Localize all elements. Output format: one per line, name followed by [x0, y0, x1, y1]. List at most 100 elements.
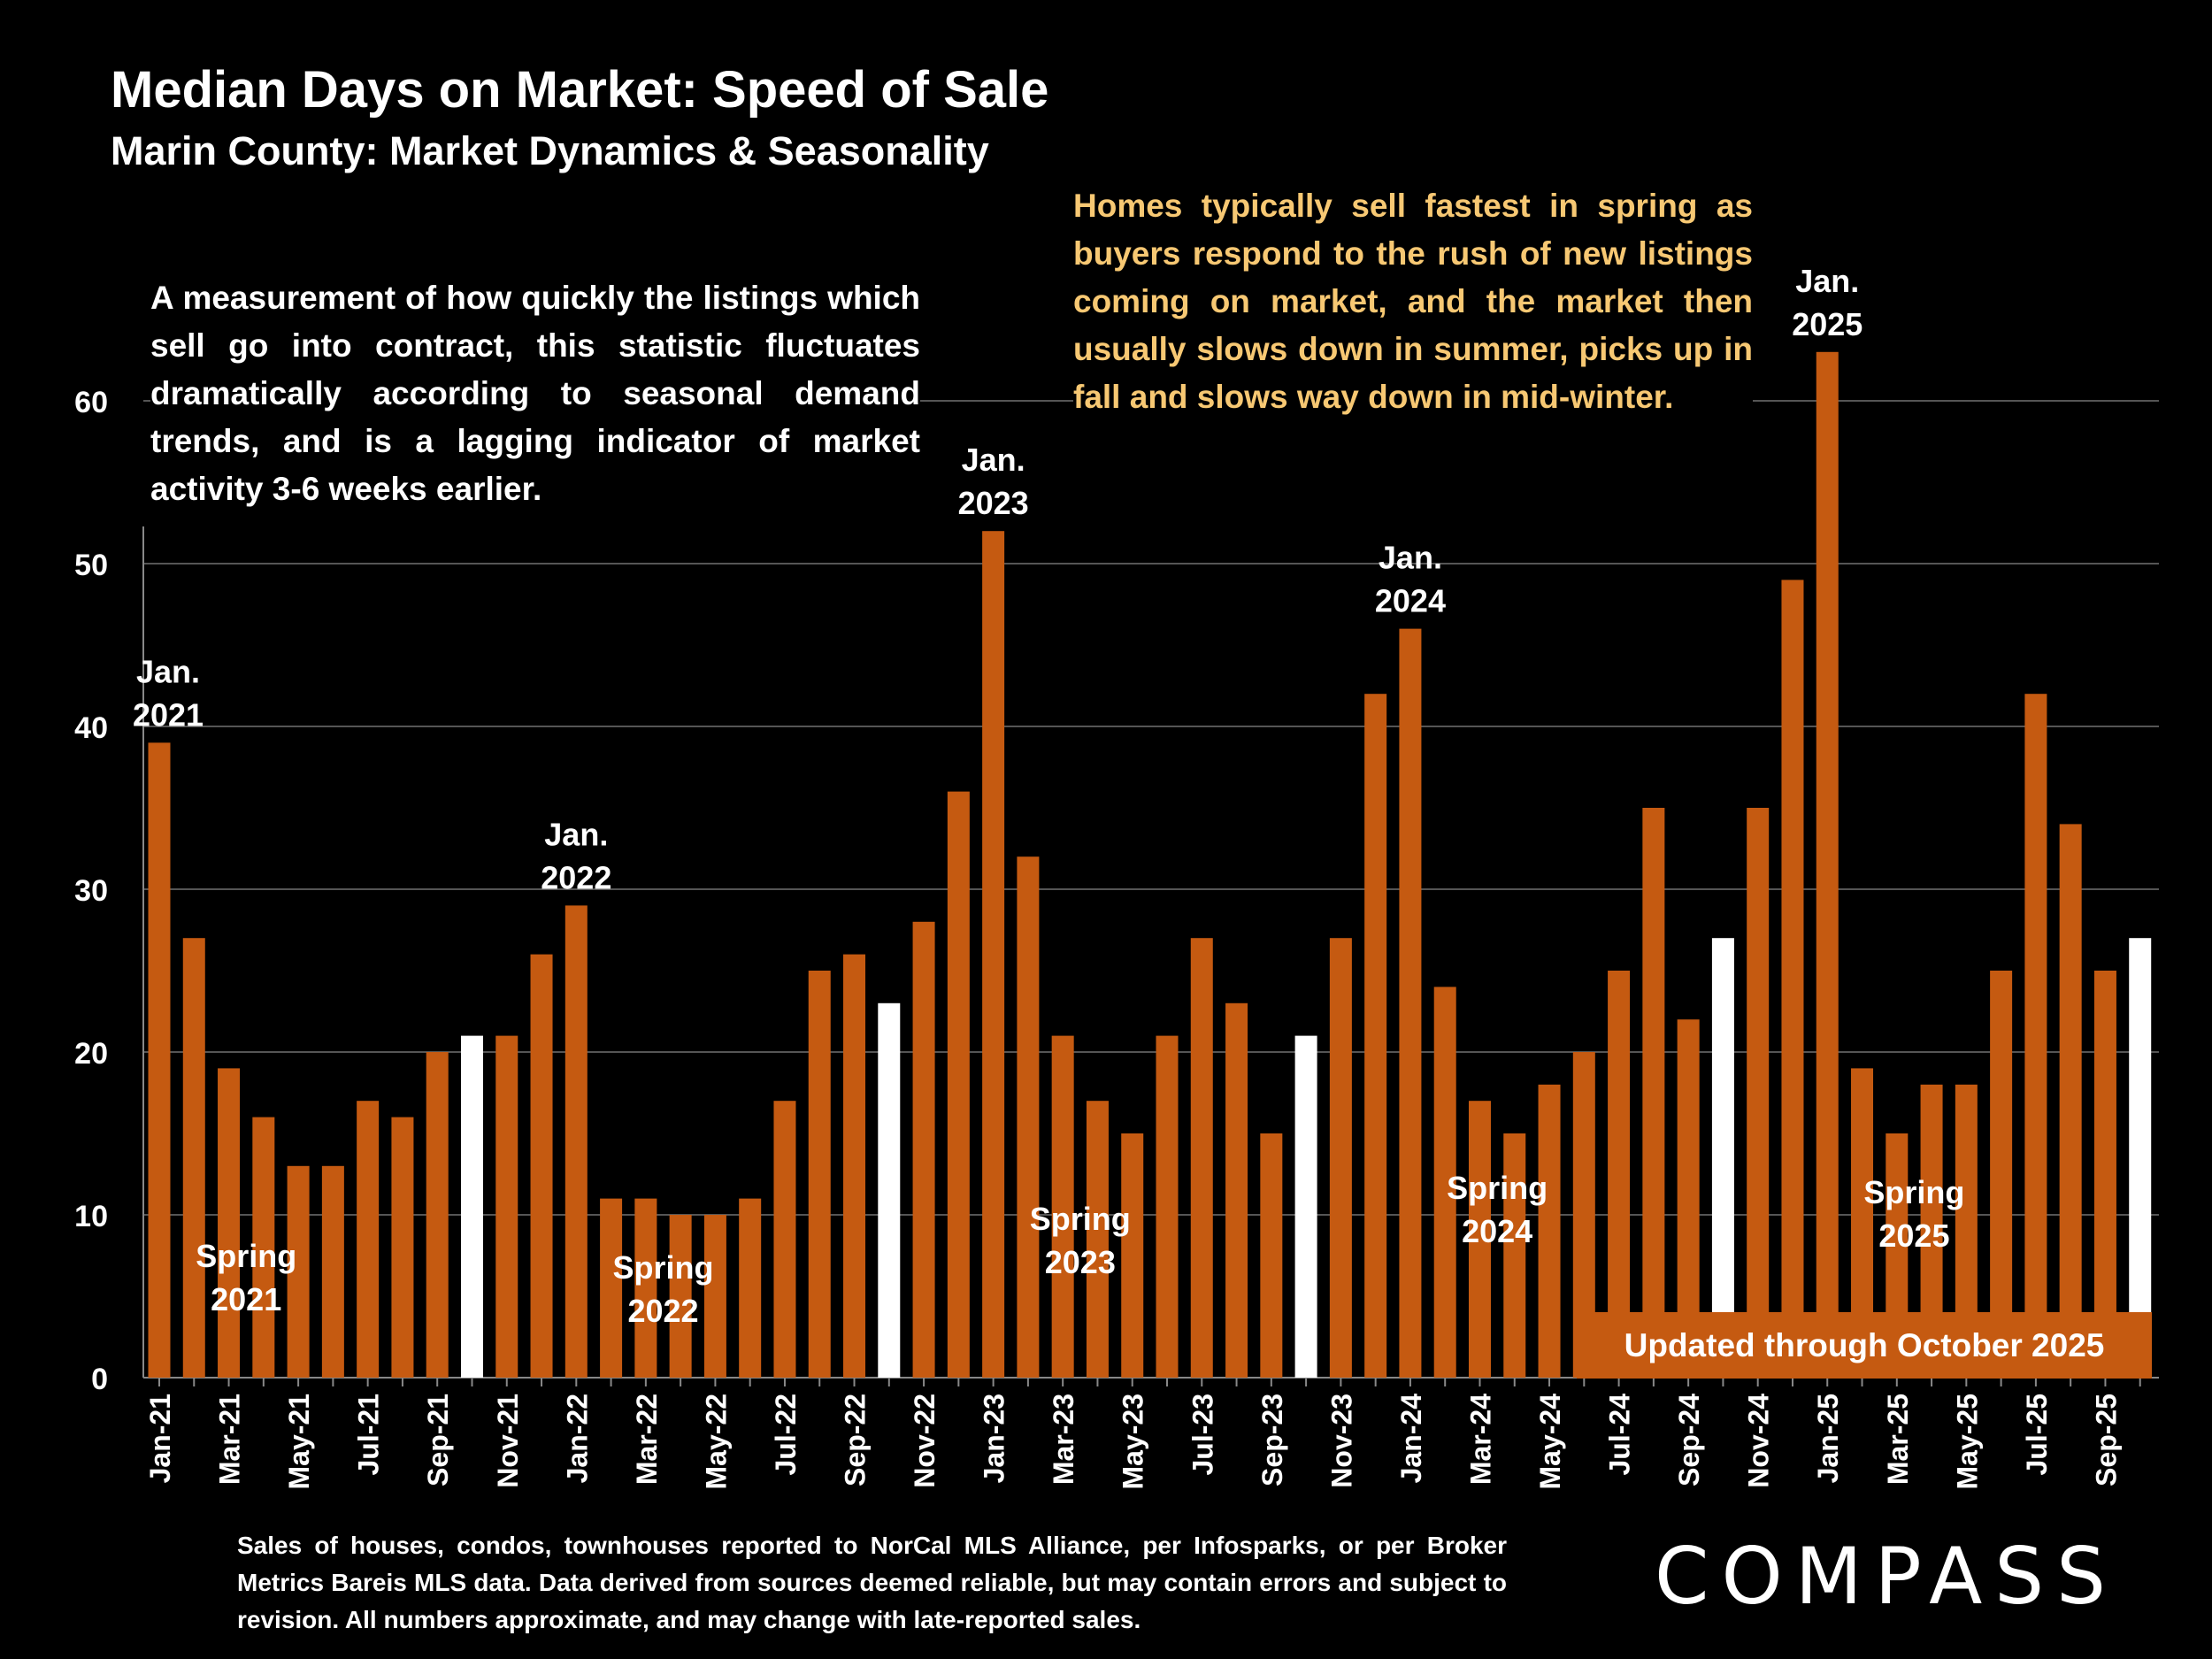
x-tick-label: May-22	[700, 1394, 732, 1490]
x-tick-label: Mar-23	[1048, 1394, 1079, 1485]
bar	[1329, 938, 1352, 1378]
x-tick-label: Jan-24	[1395, 1394, 1427, 1484]
bar	[1642, 808, 1665, 1378]
x-tick-label: May-25	[1951, 1394, 1983, 1490]
x-tick-label: Sep-24	[1673, 1394, 1705, 1486]
bar	[703, 1215, 726, 1378]
x-tick-label: Jul-25	[2021, 1394, 2053, 1475]
peak-annotation: Jan.	[544, 816, 608, 852]
y-tick-label: 50	[74, 549, 108, 582]
x-tick-label: Mar-21	[214, 1394, 246, 1485]
y-tick-label: 10	[74, 1200, 108, 1233]
bar	[2093, 971, 2116, 1378]
peak-annotation: Jan.	[1379, 540, 1442, 576]
bar	[1503, 1133, 1526, 1378]
bar	[1260, 1133, 1283, 1378]
bar	[982, 531, 1005, 1378]
bar	[947, 791, 970, 1378]
bar	[182, 938, 205, 1378]
bar-highlight	[2129, 938, 2152, 1378]
bar-highlight	[878, 1002, 901, 1378]
bar	[1190, 938, 1213, 1378]
bar	[2024, 694, 2047, 1378]
x-tick-label: Mar-25	[1882, 1394, 1914, 1485]
note-right: Homes typically sell fastest in spring a…	[1073, 182, 1753, 421]
bar	[843, 954, 866, 1378]
x-tick-label: Nov-24	[1743, 1394, 1775, 1488]
bar	[1225, 1002, 1248, 1378]
bar	[1608, 971, 1631, 1378]
bar	[669, 1215, 692, 1378]
x-tick-label: Sep-21	[422, 1394, 454, 1486]
bar	[530, 954, 553, 1378]
bar	[565, 905, 588, 1378]
spring-annotation: Spring	[1447, 1170, 1548, 1206]
x-tick-label: Sep-23	[1256, 1394, 1288, 1486]
peak-annotation: 2023	[958, 485, 1029, 521]
bar	[391, 1117, 414, 1378]
bar	[1468, 1101, 1491, 1378]
spring-annotation: 2023	[1045, 1244, 1116, 1280]
peak-annotation: Jan.	[1795, 263, 1859, 299]
peak-annotation: 2025	[1792, 306, 1863, 342]
spring-annotation: 2022	[627, 1293, 698, 1329]
x-tick-label: Jan-25	[1812, 1394, 1844, 1483]
x-tick-label: Nov-21	[492, 1394, 524, 1488]
y-tick-label: 40	[74, 711, 108, 745]
bar-highlight	[1294, 1035, 1317, 1378]
spring-annotation: 2021	[211, 1281, 281, 1317]
x-tick-label: Jul-22	[770, 1394, 802, 1475]
x-tick-label: Mar-24	[1464, 1394, 1496, 1485]
x-tick-label: May-21	[283, 1394, 315, 1490]
y-tick-label: 0	[91, 1363, 108, 1396]
spring-annotation: Spring	[1863, 1174, 1964, 1210]
peak-annotation: Jan.	[962, 442, 1025, 478]
x-tick-label: Jan-23	[979, 1394, 1010, 1483]
peak-annotation: 2021	[133, 696, 204, 733]
y-tick-label: 20	[74, 1037, 108, 1071]
x-tick-label: Jul-23	[1187, 1394, 1218, 1475]
x-tick-label: Nov-23	[1325, 1394, 1357, 1488]
bar	[1051, 1035, 1074, 1378]
x-tick-label: Sep-22	[840, 1394, 872, 1486]
bar	[912, 921, 935, 1378]
bar	[218, 1068, 241, 1378]
bar	[1364, 694, 1387, 1378]
bar	[1538, 1084, 1561, 1378]
compass-logo: COMPASS	[1655, 1531, 2118, 1622]
bar	[1781, 580, 1804, 1378]
bar	[1747, 808, 1770, 1378]
note-left: A measurement of how quickly the listing…	[150, 274, 920, 513]
bar	[1086, 1101, 1109, 1378]
peak-annotation: 2024	[1375, 583, 1446, 619]
x-tick-label: May-24	[1534, 1394, 1566, 1490]
updated-badge: Updated through October 2025	[1577, 1312, 2152, 1379]
bar	[1433, 987, 1456, 1378]
bar	[634, 1198, 657, 1378]
bar	[252, 1117, 275, 1378]
bar	[321, 1165, 344, 1378]
y-tick-label: 60	[74, 386, 108, 419]
bar	[773, 1101, 796, 1378]
spring-annotation: 2024	[1462, 1213, 1532, 1249]
bar	[808, 971, 831, 1378]
x-tick-label: Jan-21	[144, 1394, 176, 1483]
x-tick-label: Mar-22	[631, 1394, 663, 1485]
bar	[1121, 1133, 1144, 1378]
bar	[357, 1101, 380, 1378]
bar	[1990, 971, 2013, 1378]
spring-annotation: Spring	[1030, 1201, 1131, 1237]
bar	[1816, 351, 1839, 1378]
x-tick-label: Sep-25	[2090, 1394, 2122, 1486]
y-tick-label: 30	[74, 874, 108, 908]
x-tick-label: Jul-21	[353, 1394, 385, 1475]
bar	[1017, 856, 1040, 1378]
bar	[600, 1198, 623, 1378]
x-tick-label: May-23	[1118, 1394, 1149, 1490]
bar-highlight	[1711, 938, 1734, 1378]
footnote: Sales of houses, condos, townhouses repo…	[237, 1532, 1507, 1633]
page-subtitle: Marin County: Market Dynamics & Seasonal…	[111, 128, 989, 173]
spring-annotation: Spring	[613, 1249, 714, 1286]
